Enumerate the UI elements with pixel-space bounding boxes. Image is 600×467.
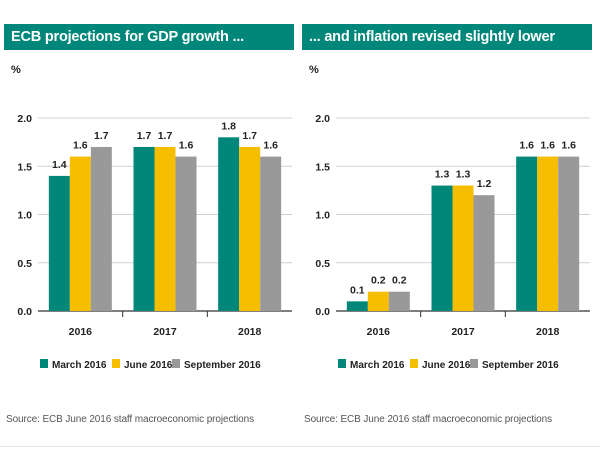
y-tick-label: 1.5 — [17, 161, 32, 173]
x-category-label: 2018 — [238, 326, 262, 338]
legend-swatch — [338, 359, 346, 368]
data-label: 1.6 — [73, 140, 88, 152]
bar — [388, 291, 410, 311]
legend-swatch — [172, 359, 180, 368]
x-category-label: 2017 — [153, 326, 177, 338]
x-category-label: 2018 — [536, 326, 560, 338]
legend-label: March 2016 — [52, 360, 107, 371]
x-category-label: 2016 — [367, 326, 391, 338]
data-label: 1.7 — [137, 130, 152, 142]
data-label: 1.6 — [561, 140, 576, 152]
bar — [537, 156, 559, 311]
inflation-panel: ... and inflation revised slightly lower… — [302, 0, 592, 467]
y-tick-label: 1.0 — [17, 210, 32, 222]
data-label: 1.6 — [519, 140, 534, 152]
data-label: 1.7 — [94, 130, 109, 142]
gdp-y-unit: % — [11, 64, 21, 76]
data-label: 1.7 — [158, 130, 173, 142]
y-tick-label: 0.5 — [315, 258, 330, 270]
legend-label: June 2016 — [124, 360, 173, 371]
gdp-chart: 0.0 0.5 1.0 1.5 2.0 1.4 1.6 1.7 2016 1.7 1.7 1.6 201… — [17, 113, 292, 371]
gdp-chart-title: ECB projections for GDP growth ... — [4, 24, 294, 50]
legend-swatch — [470, 359, 478, 368]
bar — [48, 175, 70, 311]
legend-label: September 2016 — [482, 360, 559, 371]
inflation-y-unit: % — [309, 64, 319, 76]
legend-label: September 2016 — [184, 360, 261, 371]
inflation-source-note: Source: ECB June 2016 staff macroeconomi… — [304, 414, 552, 425]
data-label: 1.6 — [179, 140, 194, 152]
y-tick-label: 1.0 — [315, 210, 330, 222]
data-label: 1.3 — [456, 169, 471, 181]
data-label: 1.3 — [435, 169, 450, 181]
bar — [473, 195, 495, 311]
data-label: 1.6 — [263, 140, 278, 152]
bar — [69, 156, 91, 311]
bar — [431, 185, 453, 311]
legend-label: June 2016 — [422, 360, 471, 371]
bar — [452, 185, 474, 311]
legend-swatch — [112, 359, 120, 368]
data-label: 0.1 — [350, 284, 365, 296]
gdp-panel: ECB projections for GDP growth ... % 0.0… — [4, 0, 294, 467]
gdp-source-note: Source: ECB June 2016 staff macroeconomi… — [6, 414, 254, 425]
bottom-divider — [0, 446, 600, 447]
bar — [558, 156, 580, 311]
legend-label: March 2016 — [350, 360, 405, 371]
bar — [175, 156, 197, 311]
legend-swatch — [410, 359, 418, 368]
data-label: 1.6 — [540, 140, 555, 152]
legend-swatch — [40, 359, 48, 368]
y-tick-label: 0.0 — [315, 306, 330, 318]
y-tick-label: 0.5 — [17, 258, 32, 270]
bar — [133, 146, 155, 311]
bar — [367, 291, 389, 311]
x-category-label: 2016 — [69, 326, 93, 338]
y-tick-label: 0.0 — [17, 306, 32, 318]
bar — [346, 301, 368, 311]
bar — [260, 156, 282, 311]
bar — [239, 146, 261, 311]
data-label: 0.2 — [371, 275, 386, 287]
inflation-chart: 0.0 0.5 1.0 1.5 2.0 0.1 0.2 0.2 2016 1.3 1.3 1.2 201… — [315, 113, 590, 371]
data-label: 0.2 — [392, 275, 407, 287]
x-category-label: 2017 — [451, 326, 475, 338]
data-label: 1.8 — [221, 120, 236, 132]
bar — [218, 137, 240, 311]
bar — [154, 146, 176, 311]
inflation-chart-title: ... and inflation revised slightly lower — [302, 24, 592, 50]
bar — [90, 146, 112, 311]
y-tick-label: 2.0 — [315, 113, 330, 125]
y-tick-label: 1.5 — [315, 161, 330, 173]
y-tick-label: 2.0 — [17, 113, 32, 125]
data-label: 1.2 — [477, 178, 492, 190]
data-label: 1.7 — [242, 130, 257, 142]
bar — [516, 156, 538, 311]
data-label: 1.4 — [52, 159, 67, 171]
